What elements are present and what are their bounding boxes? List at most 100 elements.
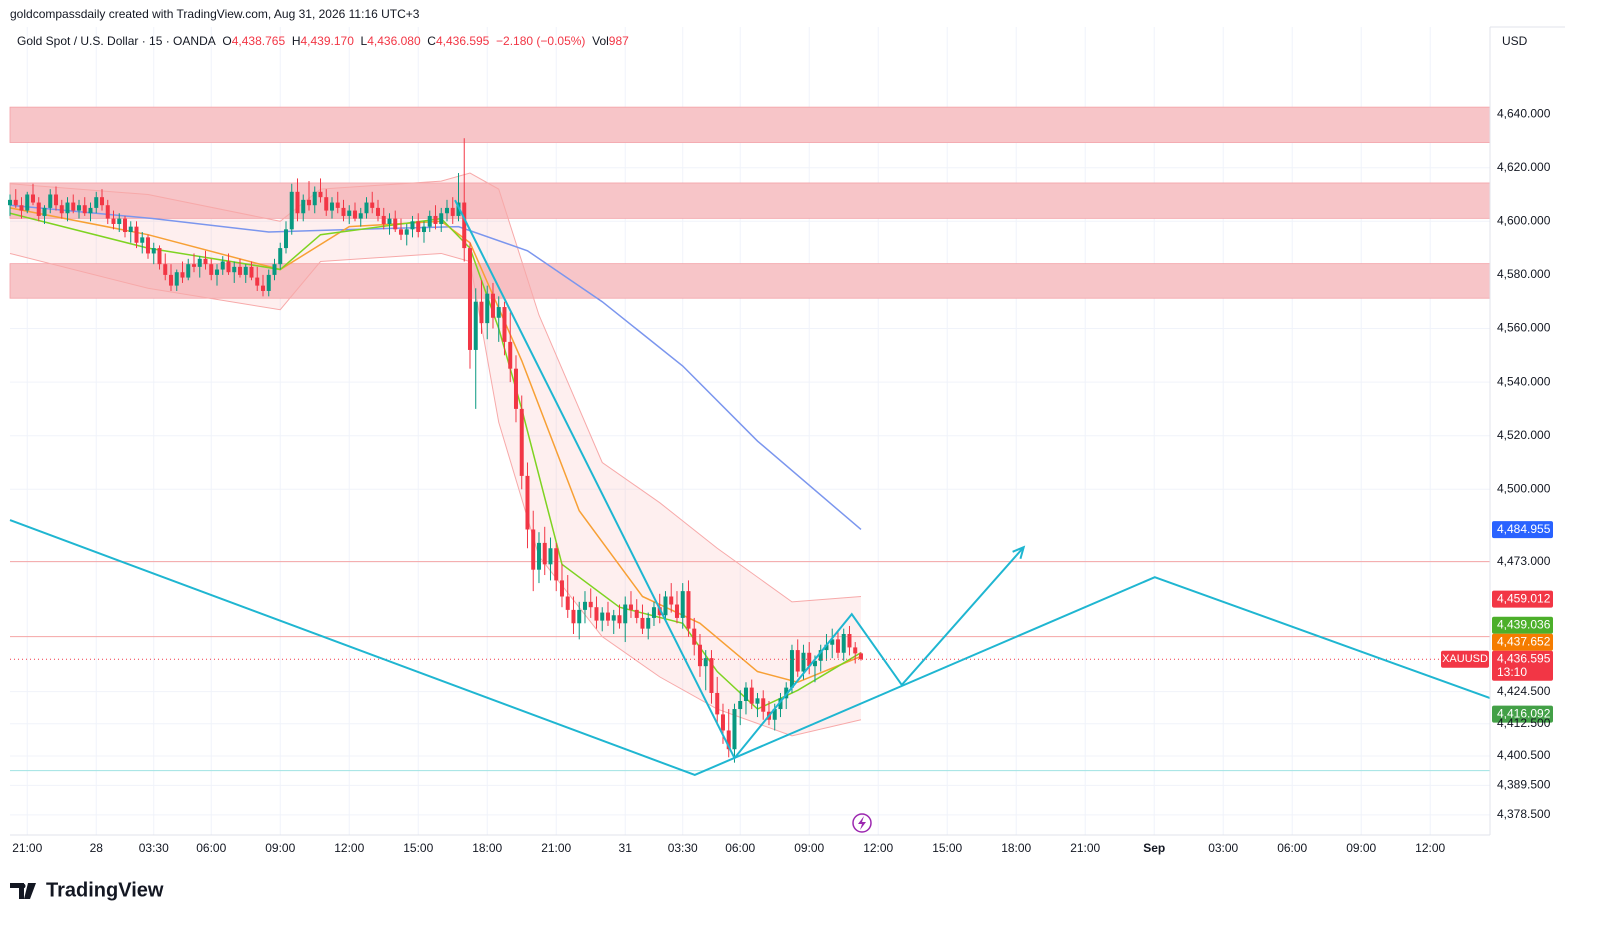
candle-body xyxy=(605,612,610,621)
candle-body xyxy=(375,207,380,216)
candle-body xyxy=(663,596,668,616)
y-tick-label: 4,500.000 xyxy=(1497,481,1551,495)
candle-body xyxy=(623,604,628,624)
candle-body xyxy=(450,207,455,216)
credit: goldcompassdaily created with TradingVie… xyxy=(10,7,420,21)
y-tick-label: 4,640.000 xyxy=(1497,106,1551,120)
price-tag-label: 4,436.595 xyxy=(1497,651,1551,665)
y-tick-label: 4,400.500 xyxy=(1497,748,1551,762)
currency: USD xyxy=(1502,34,1528,48)
candle-body xyxy=(847,634,852,648)
candle-body xyxy=(186,264,191,278)
candle-body xyxy=(634,609,639,618)
candle-body xyxy=(778,698,783,710)
candle-body xyxy=(99,197,104,206)
candle-body xyxy=(174,272,179,286)
candle-body xyxy=(157,248,162,265)
y-tick-label: 4,473.000 xyxy=(1497,554,1551,568)
candle-body xyxy=(496,307,501,318)
candle-body xyxy=(318,191,323,198)
candle-body xyxy=(835,639,840,653)
candle-body xyxy=(145,237,150,254)
candle-body xyxy=(703,658,708,667)
candle-body xyxy=(841,634,846,653)
candle-body xyxy=(82,205,87,214)
candle-body xyxy=(743,687,748,702)
candle-body xyxy=(531,529,536,570)
candle-body xyxy=(404,229,409,235)
x-tick-label: 15:00 xyxy=(932,841,962,855)
candle-body xyxy=(732,709,737,750)
candle-body xyxy=(686,591,691,629)
candle-body xyxy=(416,221,421,233)
high-key: H xyxy=(291,34,301,48)
candle-body xyxy=(720,714,725,731)
candle-body xyxy=(272,264,277,275)
candle-body xyxy=(479,301,484,324)
x-tick-label: 21:00 xyxy=(1070,841,1100,855)
candle-body xyxy=(232,266,237,273)
zone xyxy=(9,106,1491,143)
x-tick-label: 06:00 xyxy=(196,841,226,855)
y-tick-label: 4,580.000 xyxy=(1497,267,1551,281)
x-tick-label: 21:00 xyxy=(12,841,42,855)
candle-body xyxy=(467,248,472,350)
y-tick-label: 4,412.500 xyxy=(1497,716,1551,730)
ticker-tag xyxy=(1441,650,1489,668)
y-tick-label: 4,424.500 xyxy=(1497,684,1551,698)
trend-drawing xyxy=(9,519,1491,777)
open-key: O xyxy=(222,34,232,48)
y-tick-label: 4,540.000 xyxy=(1497,374,1551,388)
price-tag xyxy=(1492,705,1553,723)
x-tick-label: 03:30 xyxy=(668,841,698,855)
price-tag xyxy=(1492,590,1553,608)
candle-body xyxy=(151,248,156,254)
candle-body xyxy=(30,194,35,203)
x-tick-label: 12:00 xyxy=(863,841,893,855)
candle-body xyxy=(588,601,593,608)
plot-area xyxy=(8,27,1491,835)
candle-body xyxy=(525,475,530,530)
price-tags: 4,484.955 4,459.012 4,439.036 4,437.652 4,43… xyxy=(1441,521,1553,723)
candle-body xyxy=(381,215,386,224)
candle-body xyxy=(42,207,47,216)
candle-body xyxy=(352,210,357,219)
candle-body xyxy=(513,368,518,409)
x-tick-label: 31 xyxy=(619,841,633,855)
candle-body xyxy=(651,607,656,618)
legend: Gold Spot / U.S. Dollar · 15 · OANDA O4,… xyxy=(17,34,629,48)
candle-body xyxy=(387,218,392,224)
candle-body xyxy=(692,628,697,645)
y-tick-label: 4,378.500 xyxy=(1497,807,1551,821)
candle-body xyxy=(180,272,185,278)
candle-body xyxy=(433,215,438,224)
candle-body xyxy=(128,226,133,233)
candle-body xyxy=(755,698,760,704)
candle-body xyxy=(600,612,605,621)
price-tag xyxy=(1492,521,1553,539)
countdown: 13:10 xyxy=(1497,665,1527,679)
x-tick-label: 09:00 xyxy=(794,841,824,855)
x-tick-label: 18:00 xyxy=(1001,841,1031,855)
candle-body xyxy=(784,687,789,699)
candle-body xyxy=(59,205,64,214)
candle-body xyxy=(628,604,633,610)
price-tag-label: 4,439.036 xyxy=(1497,617,1551,631)
band-fill xyxy=(10,173,861,736)
x-tick-label: 28 xyxy=(90,841,104,855)
brand-logo xyxy=(10,883,36,899)
candle-body xyxy=(295,191,300,214)
candle-body xyxy=(105,205,110,219)
candle-body xyxy=(812,660,817,667)
candle-body xyxy=(761,698,766,712)
candle-body xyxy=(324,197,329,211)
price-tag xyxy=(1492,633,1553,651)
candle-body xyxy=(278,248,283,265)
candle-body xyxy=(726,730,731,750)
candle-body xyxy=(370,202,375,208)
candle-body xyxy=(571,609,576,624)
high: 4,439.170 xyxy=(300,34,354,48)
